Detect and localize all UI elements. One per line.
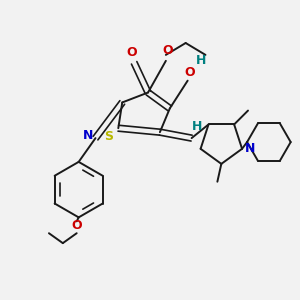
Text: O: O — [127, 46, 137, 59]
Text: N: N — [82, 129, 93, 142]
Text: N: N — [245, 142, 255, 155]
Text: H: H — [191, 120, 202, 133]
Text: H: H — [196, 54, 207, 67]
Text: S: S — [104, 130, 113, 142]
Text: O: O — [71, 219, 82, 232]
Text: O: O — [184, 66, 195, 79]
Text: O: O — [163, 44, 173, 57]
